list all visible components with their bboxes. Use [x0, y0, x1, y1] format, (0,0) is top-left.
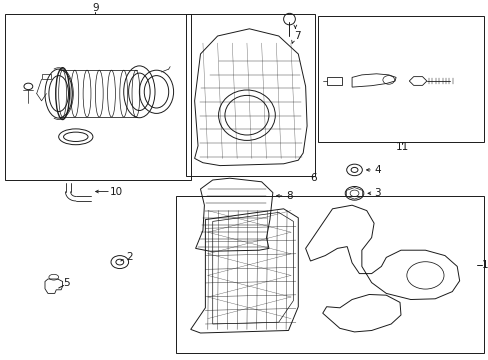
Bar	[185, 14, 315, 176]
Text: 1: 1	[481, 260, 488, 270]
Text: 8: 8	[285, 191, 292, 201]
Text: 4: 4	[373, 165, 380, 175]
Bar	[5, 14, 190, 180]
Text: 9: 9	[92, 3, 99, 13]
Text: 11: 11	[394, 141, 408, 152]
Ellipse shape	[24, 83, 33, 90]
Bar	[176, 196, 483, 353]
Text: 10: 10	[110, 186, 122, 197]
Text: 7: 7	[293, 31, 300, 41]
Text: 3: 3	[373, 188, 380, 198]
Text: 2: 2	[126, 252, 133, 262]
Text: 5: 5	[63, 278, 70, 288]
Text: 6: 6	[309, 173, 316, 183]
Bar	[317, 16, 483, 142]
